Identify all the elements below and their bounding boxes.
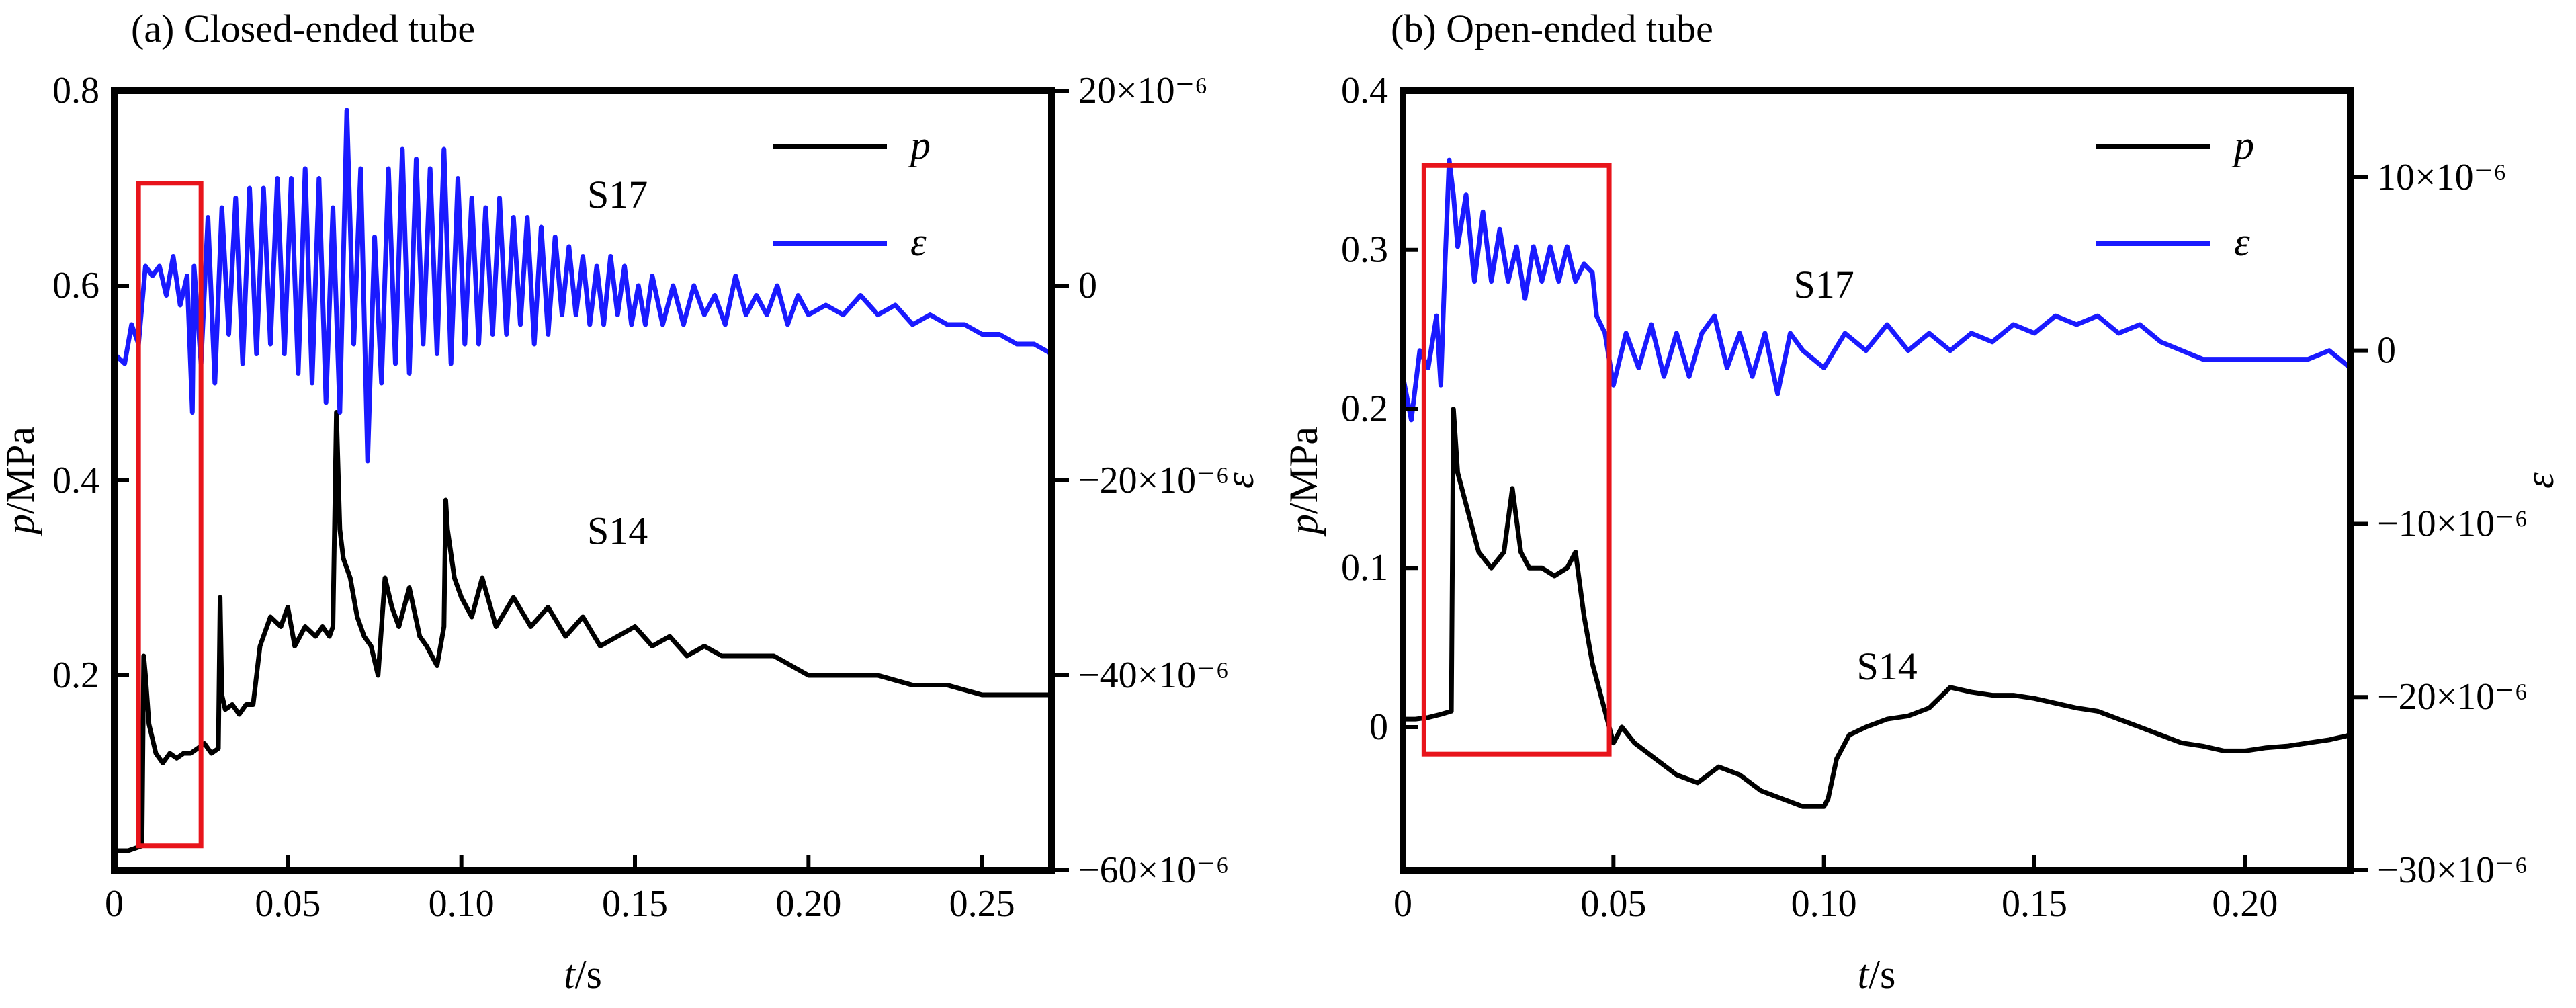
highlight-box-b [1421,163,1612,757]
y2-tick-label-b: 10×10⁻⁶ [2377,157,2507,198]
x-tick-label-a: 0.20 [775,883,841,925]
y-tick-label-a: 0.6 [52,265,99,306]
x-tick-label-a: 0.25 [949,883,1015,925]
y2-tick-label-b: 0 [2377,330,2396,372]
y-axis-label-a: p/MPa [0,427,42,537]
series-line-pressure-a [112,410,1054,853]
x-axis-label-b: t/s [1858,952,1896,997]
x-tick-label-a: 0 [105,883,124,925]
y-axis-label-b: p/MPa [1281,427,1326,537]
y2-tick-label-b: −30×10⁻⁶ [2377,849,2528,891]
y2-tick-label-a: −20×10⁻⁶ [1078,460,1229,501]
series-line-strain-a [112,108,1054,464]
y-tick-label-b: 0.2 [1341,388,1388,429]
highlight-box-a [136,181,204,849]
x-axis-label-a: t/s [564,952,602,997]
plot-frame-b [1400,87,2354,874]
y-tick-label-b: 0.4 [1341,70,1388,112]
y-tick-label-b: 0 [1369,706,1388,748]
y-tick-label-a: 0.2 [52,655,99,696]
y-tick-label-a: 0.4 [52,460,99,501]
y2-tick-label-a: −60×10⁻⁶ [1078,849,1229,891]
x-tick-label-a: 0.15 [602,883,668,925]
y2-axis-label-a: ε [1217,472,1262,489]
annotation-s17-a: S17 [587,173,648,216]
y2-tick-label-a: 0 [1078,265,1097,306]
y2-axis-label-b: ε [2518,472,2562,489]
y2-tick-label-a: −40×10⁻⁶ [1078,655,1229,696]
chart-title-b: (b) Open-ended tube [1391,7,1713,50]
x-tick-label-a: 0.05 [255,883,320,925]
y2-tick-label-b: −10×10⁻⁶ [2377,503,2528,544]
legend-label-strain-a: ε [910,220,927,264]
y2-tick-label-a: 20×10⁻⁶ [1078,70,1208,112]
annotation-s14-a: S14 [587,509,648,552]
x-tick-label-b: 0.05 [1580,883,1646,925]
y-tick-label-a: 0.8 [52,70,99,112]
legend-label-pressure-a: p [908,123,931,167]
x-tick-label-b: 0 [1393,883,1412,925]
y2-tick-label-b: −20×10⁻⁶ [2377,676,2528,718]
x-tick-label-a: 0.10 [429,883,495,925]
plot-frame-a [111,87,1055,874]
x-tick-label-b: 0.10 [1791,883,1857,925]
series-line-pressure-b [1400,407,2353,809]
legend-label-pressure-b: p [2231,123,2254,167]
series-line-strain-b [1400,157,2353,423]
annotation-s14-b: S14 [1857,644,1918,688]
y-tick-label-b: 0.3 [1341,229,1388,271]
x-tick-label-b: 0.15 [2002,883,2067,925]
y-tick-label-b: 0.1 [1341,547,1388,589]
legend-label-strain-b: ε [2234,220,2250,264]
x-tick-label-b: 0.20 [2212,883,2278,925]
annotation-s17-b: S17 [1794,263,1854,306]
chart-title-a: (a) Closed-ended tube [131,7,475,50]
